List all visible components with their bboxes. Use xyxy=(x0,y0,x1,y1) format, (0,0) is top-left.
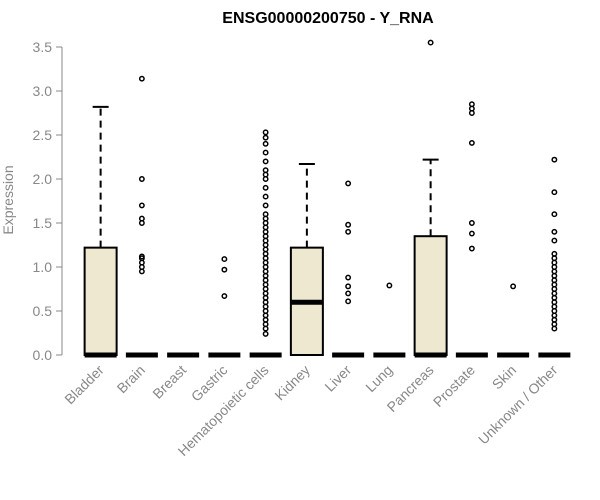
x-category-label: Liver xyxy=(321,362,354,395)
outlier-point xyxy=(262,167,269,174)
outlier-point xyxy=(221,266,228,273)
y-tick-label: 3.0 xyxy=(33,83,53,99)
outlier-point xyxy=(262,193,269,200)
outlier-point xyxy=(138,215,145,222)
y-tick-label: 2.0 xyxy=(33,171,53,187)
outlier-point xyxy=(262,158,269,165)
outlier-point xyxy=(551,237,558,244)
outlier-point xyxy=(345,298,352,305)
outlier-point xyxy=(262,202,269,209)
outlier-point xyxy=(510,283,517,290)
box-bladder xyxy=(83,105,118,358)
outlier-point xyxy=(468,220,475,226)
box-kidney xyxy=(289,163,324,356)
outlier-point xyxy=(551,228,558,235)
box-pancreas xyxy=(413,39,448,358)
box-body xyxy=(83,246,118,356)
box-prostate xyxy=(455,101,488,358)
outlier-point xyxy=(262,211,269,218)
outlier-point xyxy=(221,256,228,263)
outlier-point xyxy=(551,250,558,257)
x-category-label: Breast xyxy=(149,362,189,402)
y-tick-label: 0.5 xyxy=(33,303,53,319)
outlier-point xyxy=(345,274,352,281)
outlier-point xyxy=(262,134,269,141)
chart-title: ENSG00000200750 - Y_RNA xyxy=(222,10,434,27)
outlier-point xyxy=(468,101,475,108)
y-tick-label: 0.0 xyxy=(33,347,53,363)
x-category-label: Kidney xyxy=(271,362,313,404)
x-category-label: Bladder xyxy=(61,362,107,408)
box-lung xyxy=(373,282,406,358)
outlier-point xyxy=(138,202,145,209)
outlier-point xyxy=(468,230,475,237)
box-brain xyxy=(125,75,158,358)
outlier-point xyxy=(345,221,352,228)
box-liver xyxy=(332,180,365,358)
box-skin xyxy=(497,283,530,358)
outlier-point xyxy=(386,282,393,289)
outlier-point xyxy=(262,184,269,191)
outlier-point xyxy=(221,293,228,299)
outlier-point xyxy=(345,290,352,297)
outlier-point xyxy=(551,156,558,163)
y-axis: 0.0 0.5 1.0 1.5 2.0 2.5 3.0 3.5 xyxy=(33,39,63,363)
box-gastric xyxy=(208,256,241,358)
x-category-label: Prostate xyxy=(430,362,478,410)
y-axis-title: Expression xyxy=(0,165,16,234)
y-tick-label: 1.0 xyxy=(33,259,53,275)
outlier-point xyxy=(262,149,269,156)
y-tick-label: 2.5 xyxy=(33,127,53,143)
outlier-point xyxy=(551,211,558,218)
y-tick-label: 3.5 xyxy=(33,39,53,55)
box-unknown-other xyxy=(538,156,571,358)
box-hematopoietic-cells xyxy=(249,129,282,358)
outlier-point xyxy=(551,189,558,196)
outlier-point xyxy=(262,330,269,337)
outlier-point xyxy=(138,75,145,82)
outlier-point xyxy=(345,228,352,235)
outlier-point xyxy=(345,283,352,290)
x-category-label: Brain xyxy=(114,362,148,396)
x-category-label: Lung xyxy=(362,362,395,395)
y-tick-label: 1.5 xyxy=(33,215,53,231)
boxes-group xyxy=(83,39,571,358)
outlier-point xyxy=(427,39,434,46)
outlier-point xyxy=(262,140,269,147)
x-category-label: Skin xyxy=(489,362,520,393)
outlier-point xyxy=(468,245,475,252)
outlier-point xyxy=(262,129,269,136)
outlier-point xyxy=(468,139,475,146)
outlier-point xyxy=(138,176,145,182)
box-body xyxy=(413,235,448,356)
outlier-point xyxy=(138,253,145,260)
outlier-point xyxy=(345,180,352,187)
